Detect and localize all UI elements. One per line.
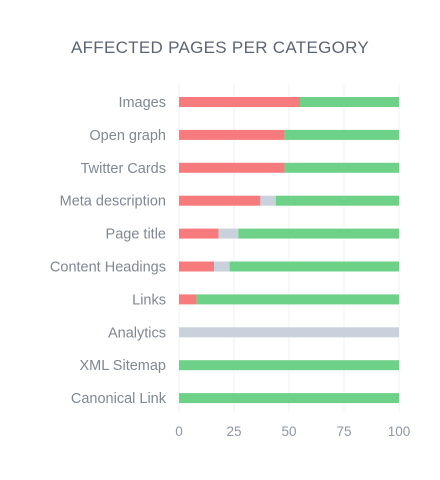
bar-segment	[214, 261, 230, 272]
category-label: Links	[132, 292, 166, 308]
x-tick-label: 25	[226, 424, 241, 439]
category-label: XML Sitemap	[80, 358, 167, 374]
grid-layer	[178, 84, 400, 412]
category-label: Meta description	[60, 194, 166, 210]
chart-title: AFFECTED PAGES PER CATEGORY	[70, 38, 370, 57]
category-label: Analytics	[108, 325, 166, 341]
bar-segment	[238, 228, 399, 239]
category-label: Twitter Cards	[81, 161, 166, 177]
bar-segment	[179, 360, 399, 371]
bar-segment	[179, 97, 300, 107]
bar-segment	[196, 294, 399, 305]
bar-segment	[260, 195, 276, 206]
bar-segment	[275, 195, 399, 206]
x-tick-label: 75	[336, 424, 351, 439]
bar-segment	[229, 261, 399, 272]
bar-segment	[179, 162, 285, 173]
bar-segment	[300, 97, 399, 107]
bar-segment	[179, 261, 215, 272]
x-tick-label: 100	[388, 424, 411, 439]
bar-segment	[179, 393, 399, 404]
x-tick-label: 50	[281, 424, 296, 439]
bars-layer	[179, 97, 399, 404]
category-label: Content Headings	[50, 260, 166, 276]
bar-segment	[284, 162, 399, 173]
bar-segment	[284, 129, 399, 140]
bar-segment	[179, 228, 219, 239]
category-label: Page title	[106, 227, 166, 243]
x-tick-label: 0	[175, 424, 183, 439]
bar-segment	[179, 129, 285, 140]
bar-segment	[179, 327, 399, 338]
category-labels: Images Open graph Twitter Cards Meta descri…	[50, 95, 167, 407]
category-label: Open graph	[89, 128, 166, 144]
bar-segment	[179, 294, 197, 305]
category-label: Canonical Link	[71, 391, 167, 407]
bar-segment	[179, 195, 261, 206]
bar-segment	[218, 228, 239, 239]
x-axis-ticks: 0 25 50 75 100	[175, 424, 410, 439]
category-label: Images	[118, 95, 166, 111]
